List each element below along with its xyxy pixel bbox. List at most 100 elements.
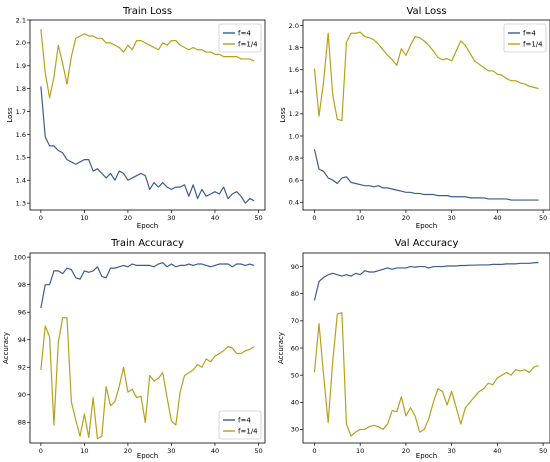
y-tick-label: 1.0 — [289, 132, 299, 140]
y-tick-label: 1.4 — [289, 88, 299, 96]
x-tick-label: 10 — [356, 214, 364, 222]
y-tick-label: 40 — [291, 399, 299, 407]
y-tick-label: 80 — [291, 290, 299, 298]
series-line-f=1/4 — [40, 317, 255, 440]
y-tick-label: 90 — [18, 391, 26, 399]
plot-frame — [29, 252, 266, 444]
legend: f=4 f=1/4 — [503, 23, 547, 53]
y-tick-label: 30 — [291, 426, 299, 434]
y-tick-label: 60 — [291, 344, 299, 352]
chart-title: Val Loss — [406, 6, 446, 17]
legend: f=4 f=1/4 — [218, 410, 262, 440]
x-ticks: 0 10 20 30 40 50 — [312, 210, 547, 222]
y-axis-label: Accuracy — [277, 332, 285, 364]
x-tick-label: 40 — [493, 214, 501, 222]
x-tick-label: 10 — [80, 447, 88, 455]
y-tick-label: 1.8 — [289, 44, 299, 52]
x-tick-label: 0 — [39, 214, 43, 222]
panel-train-accuracy: Train Accuracy 0 10 20 30 40 50 88 90 92 94 96 98 1… — [2, 238, 266, 460]
x-tick-label: 30 — [448, 447, 456, 455]
y-axis-label: Accuracy — [2, 332, 10, 364]
chart-title: Val Accuracy — [395, 238, 459, 249]
y-tick-label: 92 — [18, 364, 26, 372]
y-tick-label: 1.4 — [16, 177, 26, 185]
y-tick-label: 88 — [18, 419, 26, 427]
y-axis-label: Loss — [279, 107, 287, 123]
series-lines — [313, 31, 539, 201]
y-tick-label: 94 — [18, 336, 26, 344]
series-line-f=4 — [313, 261, 539, 301]
y-tick-label: 1.5 — [16, 154, 26, 162]
series-line-f=1/4 — [313, 312, 539, 437]
y-tick-label: 100 — [14, 253, 26, 261]
x-tick-label: 30 — [167, 447, 175, 455]
y-tick-label: 90 — [291, 263, 299, 271]
y-tick-label: 1.2 — [289, 110, 299, 118]
x-tick-label: 20 — [402, 214, 410, 222]
x-tick-label: 0 — [312, 214, 316, 222]
y-ticks: 30 40 50 60 70 80 90 — [291, 263, 303, 434]
x-ticks: 0 10 20 30 40 50 — [39, 443, 263, 455]
series-lines — [40, 262, 255, 440]
x-tick-label: 30 — [167, 214, 175, 222]
legend-label: f=4 — [523, 29, 536, 37]
y-tick-label: 0.8 — [289, 154, 299, 162]
x-tick-label: 40 — [211, 214, 219, 222]
y-tick-label: 1.7 — [16, 108, 26, 116]
y-tick-label: 0.4 — [289, 199, 299, 207]
y-ticks: 88 90 92 94 96 98 100 — [14, 253, 30, 427]
x-tick-label: 20 — [124, 214, 132, 222]
y-tick-label: 1.6 — [16, 131, 26, 139]
y-tick-label: 1.6 — [289, 66, 299, 74]
plot-frame — [302, 19, 550, 211]
y-tick-label: 1.3 — [16, 199, 26, 207]
series-lines — [40, 29, 255, 204]
y-ticks: 0.4 0.6 0.8 1.0 1.2 1.4 1.6 1.8 2.0 — [289, 22, 303, 207]
x-tick-label: 20 — [124, 447, 132, 455]
legend-label: f=1/4 — [238, 427, 258, 435]
series-line-f=1/4 — [40, 29, 255, 99]
chart-title: Train Accuracy — [110, 238, 184, 249]
legend-box — [218, 23, 262, 53]
x-axis-label: Epoch — [416, 452, 437, 460]
x-tick-label: 10 — [356, 447, 364, 455]
legend-box — [218, 410, 262, 440]
y-tick-label: 1.9 — [16, 62, 26, 70]
y-ticks: 1.3 1.4 1.5 1.6 1.7 1.8 1.9 2.0 2.1 — [16, 16, 30, 207]
x-axis-label: Epoch — [416, 222, 437, 230]
legend-box — [503, 23, 547, 53]
x-tick-label: 40 — [211, 447, 219, 455]
y-tick-label: 98 — [18, 281, 26, 289]
y-tick-label: 0.6 — [289, 176, 299, 184]
panel-train-loss: Train Loss 0 10 20 30 40 50 1.31.41.51.61.71.… — [6, 6, 266, 230]
x-axis-label: Epoch — [137, 222, 158, 230]
plot-frame — [302, 252, 550, 444]
y-tick-label: 96 — [18, 309, 26, 317]
chart-title: Train Loss — [122, 6, 172, 17]
x-tick-label: 50 — [254, 447, 262, 455]
y-axis-label: Loss — [6, 107, 14, 123]
series-lines — [313, 261, 539, 437]
x-tick-label: 0 — [312, 447, 316, 455]
plot-frame — [29, 19, 266, 211]
x-tick-label: 0 — [39, 447, 43, 455]
x-tick-label: 30 — [448, 214, 456, 222]
panel-val-accuracy: Val Accuracy 0 10 20 30 40 50 30405060708090 … — [277, 238, 550, 460]
x-tick-label: 10 — [80, 214, 88, 222]
y-tick-label: 50 — [291, 371, 299, 379]
panel-val-loss: Val Loss 0 10 20 30 40 50 0.4 0.6 0.8 1.0 1.2 1.4 1… — [279, 6, 550, 230]
legend-label: f=4 — [238, 416, 251, 424]
x-ticks: 0 10 20 30 40 50 — [312, 443, 547, 455]
x-tick-label: 50 — [539, 214, 547, 222]
y-tick-label: 2.1 — [16, 16, 26, 24]
legend-label: f=4 — [238, 29, 251, 37]
x-tick-label: 50 — [539, 447, 547, 455]
series-line-f=4 — [313, 149, 539, 201]
series-line-f=4 — [40, 86, 255, 204]
x-axis-label: Epoch — [137, 452, 158, 460]
x-tick-label: 20 — [402, 447, 410, 455]
y-tick-label: 2.0 — [16, 39, 26, 47]
x-ticks: 0 10 20 30 40 50 — [39, 210, 263, 222]
series-line-f=1/4 — [313, 31, 539, 122]
